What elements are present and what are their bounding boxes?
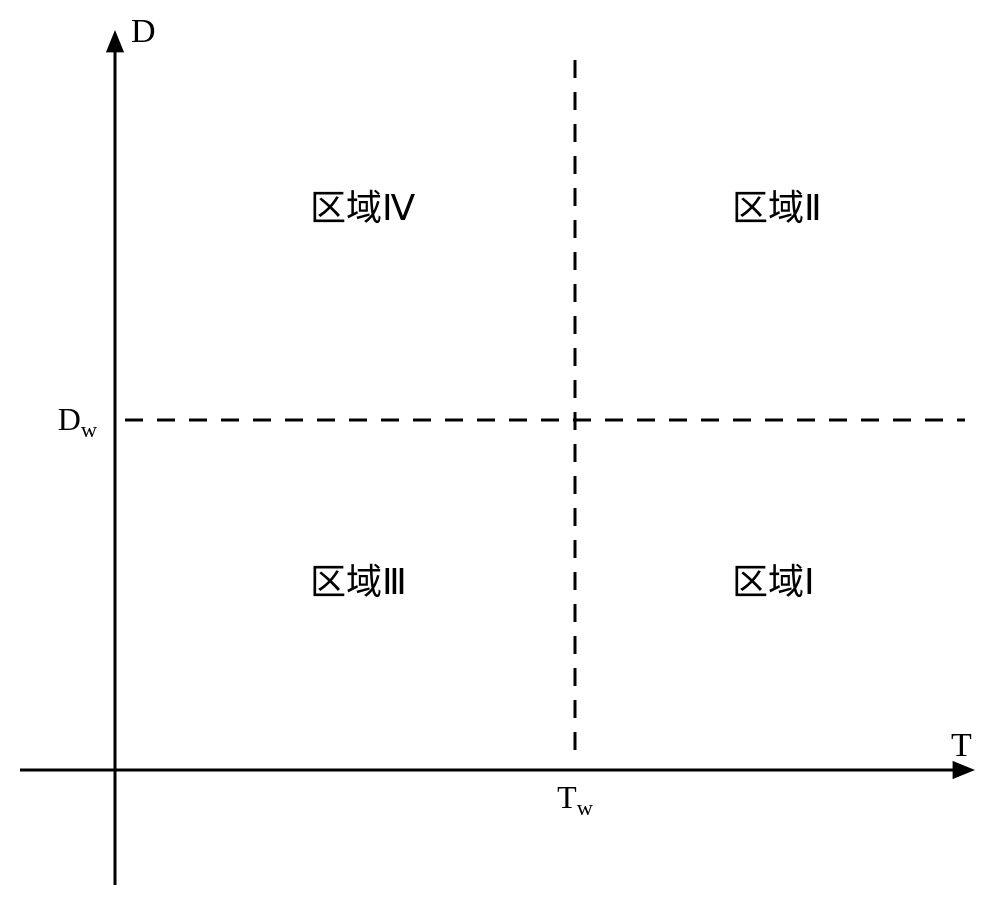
region-label-III: 区域Ⅲ [310,562,407,602]
y-tick-label: Dw [58,401,98,442]
region-label-I: 区域Ⅰ [732,562,815,602]
x-tick-label: Tw [557,779,594,820]
region-label-IV: 区域Ⅳ [310,188,415,228]
y-axis-arrow [106,30,124,52]
x-axis-label: T [951,727,972,764]
region-label-II: 区域Ⅱ [732,188,822,228]
y-axis-label: D [131,13,156,50]
